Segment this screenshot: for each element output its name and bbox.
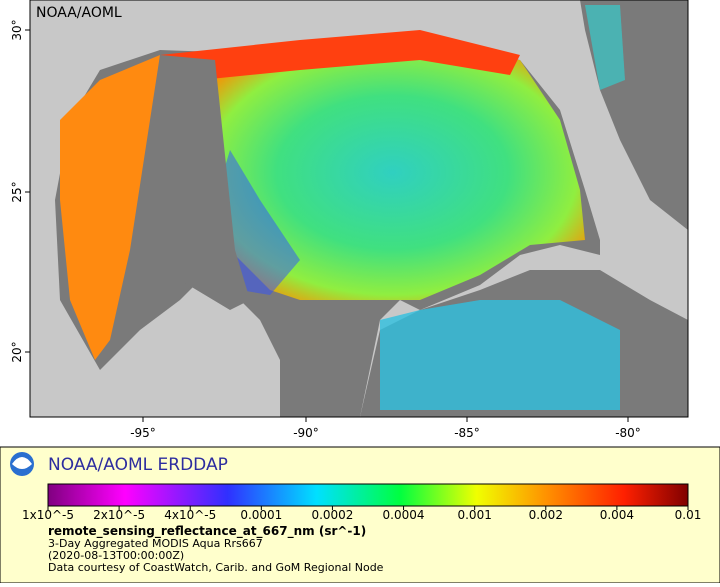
colorbar-label: 4x10^-5 bbox=[164, 508, 216, 522]
colorbar bbox=[47, 483, 689, 507]
reflectance-data bbox=[585, 5, 625, 90]
colorbar-label: 0.0001 bbox=[240, 508, 282, 522]
y-axis-label: 30° bbox=[10, 19, 24, 40]
reflectance-data bbox=[200, 45, 585, 300]
colorbar-label: 0.01 bbox=[675, 508, 702, 522]
colorbar-label: 2x10^-5 bbox=[93, 508, 145, 522]
map: NOAA/AOML bbox=[29, 0, 689, 418]
x-axis-label: -85° bbox=[454, 426, 480, 440]
variable-name: remote_sensing_reflectance_at_667_nm (sr… bbox=[48, 524, 366, 539]
y-axis-label: 25° bbox=[10, 181, 24, 202]
reflectance-data bbox=[380, 300, 620, 410]
cloud-gap bbox=[150, 55, 250, 310]
x-axis-label: -95° bbox=[130, 426, 156, 440]
colorbar-label: 0.001 bbox=[457, 508, 491, 522]
colorbar-label: 0.0002 bbox=[311, 508, 353, 522]
y-axis-label: 20° bbox=[10, 341, 24, 362]
colorbar-label: 0.004 bbox=[600, 508, 634, 522]
description-line: (2020-08-13T00:00:00Z) bbox=[48, 549, 184, 562]
reflectance-data bbox=[60, 55, 160, 360]
x-axis-label: -90° bbox=[293, 426, 319, 440]
colorbar-label: 0.0004 bbox=[383, 508, 425, 522]
description-line: 3-Day Aggregated MODIS Aqua Rrs667 bbox=[48, 537, 263, 550]
noaa-logo-bird bbox=[12, 457, 32, 469]
legend-title: NOAA/AOML ERDDAP bbox=[48, 455, 228, 475]
x-axis-label: -80° bbox=[615, 426, 641, 440]
legend-panel bbox=[0, 446, 720, 584]
description-line: Data courtesy of CoastWatch, Carib. and … bbox=[48, 561, 384, 574]
colorbar-label: 0.002 bbox=[529, 508, 563, 522]
colorbar-label: 1x10^-5 bbox=[22, 508, 74, 522]
watermark: NOAA/AOML bbox=[36, 5, 122, 21]
reflectance-data bbox=[160, 30, 520, 80]
map-frame bbox=[29, 0, 689, 418]
